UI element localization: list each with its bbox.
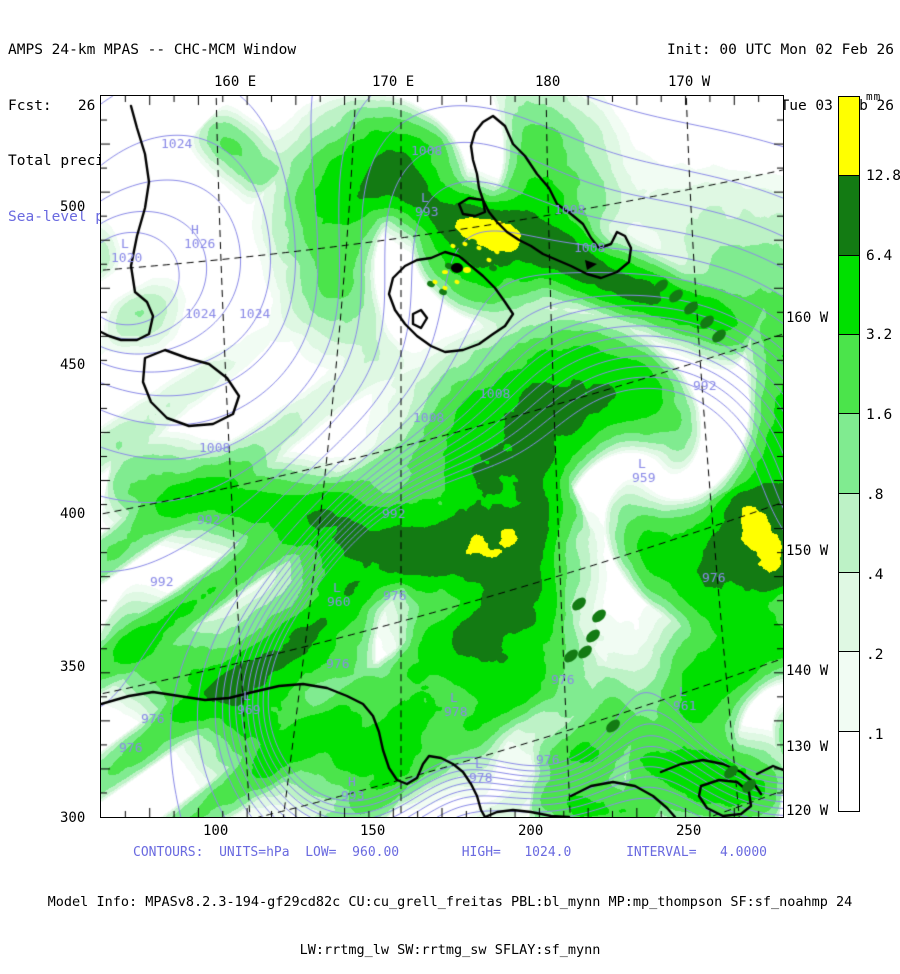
- bottom-tick-label-3: 250: [676, 823, 702, 839]
- bottom-tick-label-0: 100: [203, 823, 229, 839]
- colorbar-band-6: [839, 572, 859, 653]
- right-tick-label-3: 130 W: [786, 739, 829, 755]
- left-tick-label-4: 300: [60, 810, 86, 826]
- precip-colorbar[interactable]: [838, 96, 860, 812]
- colorbar-tick-2: 3.2: [866, 327, 893, 343]
- top-tick-label-3: 170 W: [668, 74, 711, 90]
- right-tick-label-2: 140 W: [786, 663, 829, 679]
- contour-info-line: CONTOURS: UNITS=hPa LOW= 960.00 HIGH= 10…: [133, 845, 767, 860]
- bottom-tick-label-2: 200: [518, 823, 544, 839]
- colorbar-tick-7: .1: [866, 727, 884, 743]
- init-time: Init: 00 UTC Mon 02 Feb 26: [667, 42, 894, 58]
- colorbar-tick-6: .2: [866, 647, 884, 663]
- precip-pressure-map: [101, 96, 783, 817]
- colorbar-band-7: [839, 652, 859, 732]
- colorbar-tick-3: 1.6: [866, 407, 893, 423]
- right-tick-label-1: 150 W: [786, 543, 829, 559]
- colorbar-band-3: [839, 334, 859, 415]
- left-tick-label-2: 400: [60, 506, 86, 522]
- colorbar-units-label: mm: [866, 90, 882, 103]
- colorbar-tick-1: 6.4: [866, 248, 893, 264]
- colorbar-band-8: [839, 731, 859, 811]
- top-tick-label-0: 160 E: [214, 74, 257, 90]
- left-tick-label-3: 350: [60, 659, 86, 675]
- left-tick-label-0: 500: [60, 199, 86, 215]
- colorbar-tick-5: .4: [866, 567, 884, 583]
- colorbar-band-0: [839, 97, 859, 177]
- colorbar-band-1: [839, 176, 859, 256]
- model-info-block: Model Info: MPASv8.2.3-194-gf29cd82c CU:…: [0, 862, 900, 974]
- colorbar-tick-4: .8: [866, 487, 884, 503]
- model-info-line-2: LW:rrtmg_lw SW:rrtmg_sw SFLAY:sf_mynn: [299, 942, 601, 958]
- right-tick-label-0: 160 W: [786, 310, 829, 326]
- model-title: AMPS 24-km MPAS -- CHC-MCM Window: [8, 42, 297, 58]
- top-tick-label-2: 180: [535, 74, 561, 90]
- top-tick-label-1: 170 E: [372, 74, 415, 90]
- bottom-tick-label-1: 150: [360, 823, 386, 839]
- map-plot-area[interactable]: [100, 95, 784, 818]
- model-info-line-1: Model Info: MPASv8.2.3-194-gf29cd82c CU:…: [47, 894, 853, 910]
- colorbar-band-2: [839, 255, 859, 335]
- left-tick-label-1: 450: [60, 357, 86, 373]
- colorbar-band-5: [839, 493, 859, 573]
- colorbar-tick-0: 12.8: [866, 168, 900, 184]
- right-tick-label-4: 120 W: [786, 803, 829, 819]
- colorbar-band-4: [839, 414, 859, 494]
